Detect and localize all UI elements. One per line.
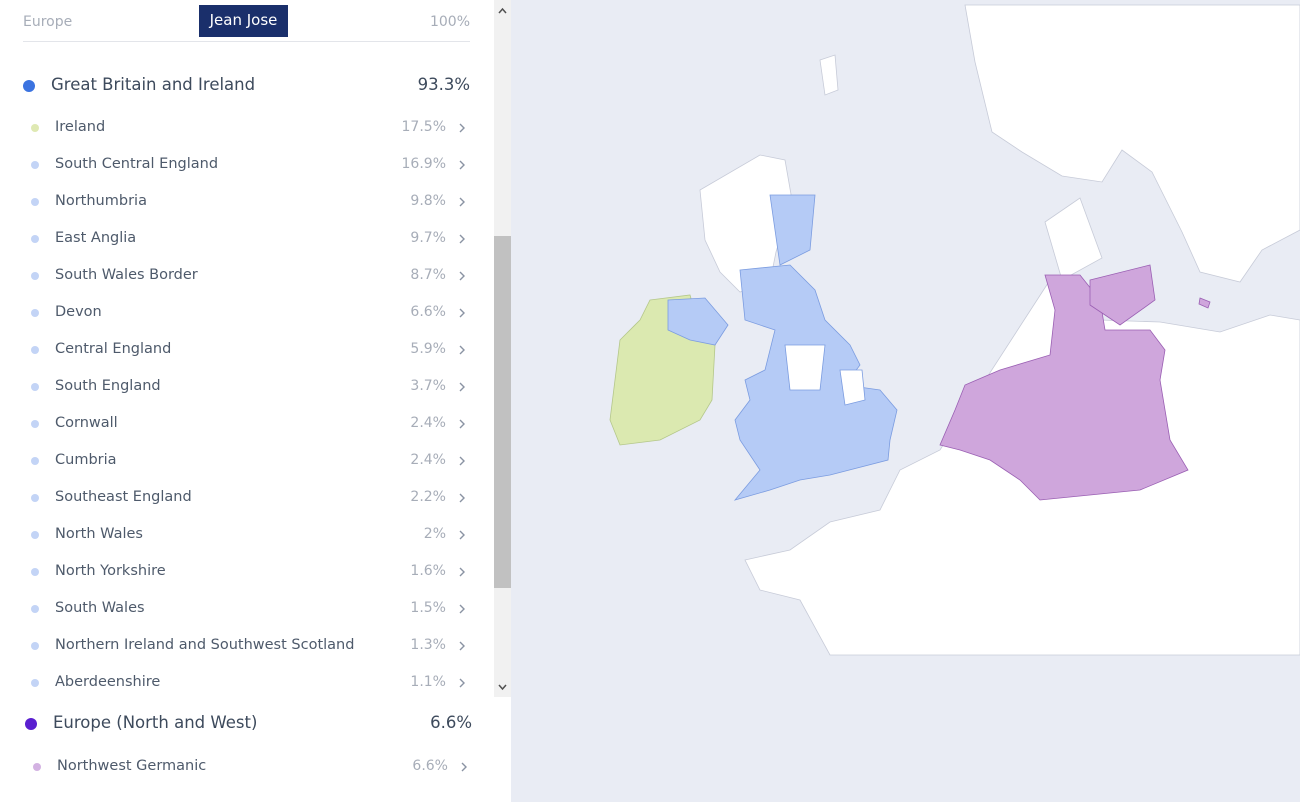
chevron[interactable] [457, 195, 467, 209]
item-name[interactable]: Cornwall [55, 415, 118, 431]
chevron[interactable] [457, 158, 467, 172]
item-dot [31, 161, 39, 169]
item-percent: 8.7% [410, 267, 446, 283]
item-dot [31, 309, 39, 317]
item-dot [31, 494, 39, 502]
item-percent: 2.4% [410, 452, 446, 468]
item-percent: 6.6% [410, 304, 446, 320]
item-name[interactable]: Northwest Germanic [57, 758, 207, 774]
item-name[interactable]: South Central England [55, 156, 219, 172]
item-dot [31, 272, 39, 280]
item-name[interactable]: Devon [55, 304, 102, 320]
item-percent: 6.6% [412, 758, 448, 774]
item-dot [31, 457, 39, 465]
total-label: 100% [429, 14, 470, 30]
name-badge: Jean Jose [199, 5, 288, 37]
chevron[interactable] [457, 639, 467, 653]
chevron[interactable] [457, 417, 467, 431]
chevron[interactable] [457, 602, 467, 616]
item-name[interactable]: North Yorkshire [55, 563, 166, 579]
item-name[interactable]: Aberdeenshire [55, 674, 161, 690]
item-percent: 9.7% [410, 230, 446, 246]
item-dot [31, 235, 39, 243]
chevron[interactable] [457, 269, 467, 283]
group-name[interactable]: Europe (North and West) [53, 713, 258, 732]
group-dot [23, 80, 35, 92]
item-dot [31, 383, 39, 391]
results-panel: Europe Jean Jose 100% Great Britain and … [0, 0, 511, 802]
group-dot [25, 718, 37, 730]
item-percent: 16.9% [401, 156, 446, 172]
chevron[interactable] [457, 121, 467, 135]
item-dot [33, 763, 41, 771]
chevron[interactable] [459, 760, 469, 774]
group-percent: 6.6% [430, 713, 472, 732]
map[interactable] [511, 0, 1300, 802]
item-percent: 1.3% [410, 637, 446, 653]
region-label: Europe [23, 14, 73, 30]
scroll-up[interactable] [497, 6, 508, 16]
item-percent: 2.2% [410, 489, 446, 505]
item-dot [31, 420, 39, 428]
chevron[interactable] [457, 676, 467, 690]
item-percent: 3.7% [410, 378, 446, 394]
chevron[interactable] [457, 491, 467, 505]
chevron[interactable] [457, 343, 467, 357]
item-name[interactable]: Central England [55, 341, 172, 357]
item-name[interactable]: Southeast England [55, 489, 192, 505]
scrollbar-thumb[interactable] [494, 236, 511, 588]
item-percent: 5.9% [410, 341, 446, 357]
item-dot [31, 531, 39, 539]
chevron[interactable] [457, 232, 467, 246]
item-name[interactable]: North Wales [55, 526, 143, 542]
chevron[interactable] [457, 528, 467, 542]
item-name[interactable]: South England [55, 378, 161, 394]
item-percent: 9.8% [410, 193, 446, 209]
chevron[interactable] [457, 306, 467, 320]
item-name[interactable]: South Wales Border [55, 267, 198, 283]
item-percent: 1.6% [410, 563, 446, 579]
chevron[interactable] [457, 454, 467, 468]
item-percent: 2% [423, 526, 446, 542]
item-name[interactable]: Ireland [55, 119, 106, 135]
item-dot [31, 346, 39, 354]
item-name[interactable]: Northern Ireland and Southwest Scotland [55, 637, 355, 653]
divider [23, 41, 470, 42]
item-percent: 17.5% [401, 119, 446, 135]
item-dot [31, 198, 39, 206]
item-name[interactable]: Cumbria [55, 452, 117, 468]
group-name[interactable]: Great Britain and Ireland [51, 75, 256, 94]
scroll-down[interactable] [497, 682, 508, 692]
item-name[interactable]: South Wales [55, 600, 145, 616]
item-name[interactable]: East Anglia [55, 230, 137, 246]
item-percent: 1.5% [410, 600, 446, 616]
item-dot [31, 124, 39, 132]
item-name[interactable]: Northumbria [55, 193, 147, 209]
item-dot [31, 679, 39, 687]
item-dot [31, 605, 39, 613]
group-percent: 93.3% [417, 75, 470, 94]
chevron[interactable] [457, 380, 467, 394]
item-percent: 1.1% [410, 674, 446, 690]
item-dot [31, 642, 39, 650]
item-percent: 2.4% [410, 415, 446, 431]
chevron[interactable] [457, 565, 467, 579]
item-dot [31, 568, 39, 576]
